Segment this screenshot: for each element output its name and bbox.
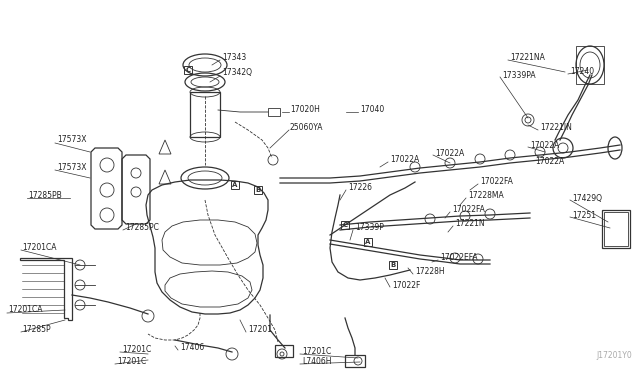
Text: 17022EFA: 17022EFA: [440, 253, 477, 263]
Text: 17285PC: 17285PC: [125, 224, 159, 232]
Text: 17221NA: 17221NA: [510, 54, 545, 62]
Text: 17022FA: 17022FA: [452, 205, 485, 215]
Text: 17573X: 17573X: [57, 135, 86, 144]
Bar: [254, 186, 262, 194]
Text: 17022F: 17022F: [392, 280, 420, 289]
Text: 25060YA: 25060YA: [290, 124, 323, 132]
Text: 17573X: 17573X: [57, 164, 86, 173]
Text: B: B: [390, 262, 396, 268]
Text: 17020H: 17020H: [290, 106, 320, 115]
Text: 17240: 17240: [570, 67, 594, 77]
Bar: [341, 221, 349, 229]
Text: 17285PB: 17285PB: [28, 190, 61, 199]
Bar: [268, 108, 280, 116]
Text: 17406: 17406: [180, 343, 204, 353]
Bar: [231, 181, 239, 189]
Text: A: A: [365, 239, 371, 245]
Text: 17201C: 17201C: [302, 347, 332, 356]
Text: A: A: [232, 182, 237, 188]
Text: 17342Q: 17342Q: [222, 68, 252, 77]
Text: 17339PA: 17339PA: [502, 71, 536, 80]
Text: 17285P: 17285P: [22, 326, 51, 334]
Text: 17226: 17226: [348, 183, 372, 192]
Text: 17228H: 17228H: [415, 267, 445, 276]
Text: 17201CA: 17201CA: [22, 244, 56, 253]
Text: C: C: [186, 67, 191, 73]
Text: J17201Y0: J17201Y0: [596, 351, 632, 360]
Bar: [604, 212, 628, 246]
Text: 17221N: 17221N: [455, 219, 484, 228]
Text: 17343: 17343: [222, 52, 246, 61]
Text: 17201CA: 17201CA: [8, 305, 42, 314]
Text: 17201: 17201: [248, 326, 272, 334]
Bar: [364, 238, 372, 246]
Text: B: B: [255, 187, 260, 193]
Bar: [190, 92, 220, 137]
Text: 17201C: 17201C: [117, 357, 147, 366]
Text: 17339P: 17339P: [355, 224, 384, 232]
Text: 17221IN: 17221IN: [540, 124, 572, 132]
Bar: [184, 66, 192, 74]
Text: 17040: 17040: [360, 105, 384, 113]
Text: 17228MA: 17228MA: [468, 192, 504, 201]
Text: 17251: 17251: [572, 211, 596, 219]
Bar: [345, 355, 365, 367]
Text: 17429Q: 17429Q: [572, 193, 602, 202]
Text: 17201C: 17201C: [122, 346, 151, 355]
Bar: [576, 46, 604, 84]
Text: C: C: [342, 222, 348, 228]
Bar: [389, 261, 397, 269]
Text: 17022A: 17022A: [530, 141, 559, 150]
Text: 17022A: 17022A: [535, 157, 564, 167]
Text: 17022A: 17022A: [390, 155, 419, 164]
Text: 17022FA: 17022FA: [480, 177, 513, 186]
Text: 17022A: 17022A: [435, 148, 464, 157]
Bar: [602, 210, 630, 248]
Bar: [275, 345, 293, 357]
Text: L7406H: L7406H: [302, 357, 332, 366]
